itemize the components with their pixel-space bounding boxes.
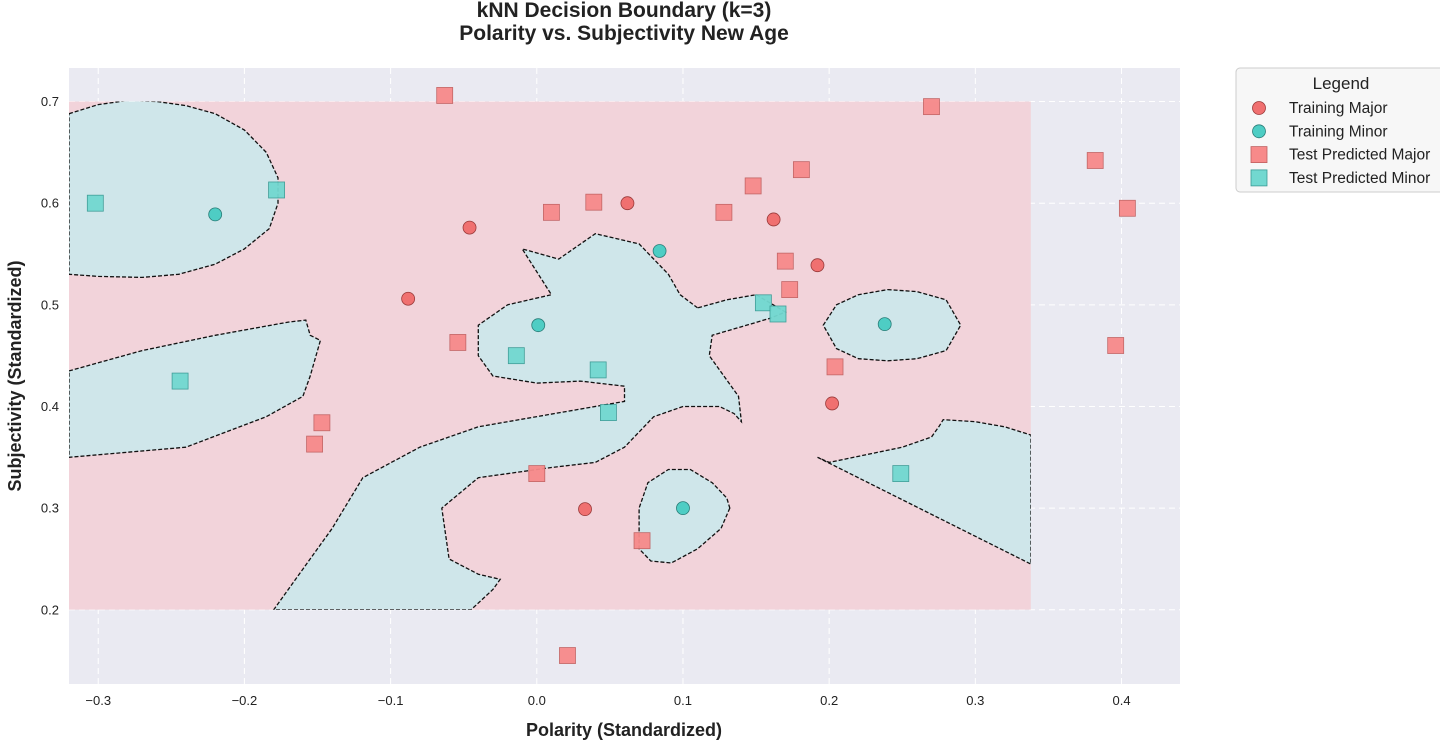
x-tick-label: 0.1 (674, 693, 692, 708)
legend-marker (1252, 124, 1266, 139)
minor-region (823, 289, 961, 361)
x-tick-label: 0.3 (966, 693, 984, 708)
chart-title: kNN Decision Boundary (k=3) (477, 0, 772, 22)
y-tick-label: 0.2 (41, 602, 59, 617)
test-point (1107, 337, 1125, 354)
plot-area (69, 68, 1180, 684)
legend-label: Test Predicted Minor (1289, 170, 1430, 187)
test-point (600, 404, 617, 421)
y-tick-label: 0.4 (41, 399, 59, 414)
decision-boundary-line (638, 468, 731, 564)
training-point (620, 196, 635, 211)
legend-title: Legend (1313, 74, 1370, 93)
minor-region (639, 469, 730, 563)
data-points (86, 87, 1136, 664)
test-point (754, 294, 772, 312)
y-tick-label: 0.7 (41, 94, 59, 109)
test-point (589, 361, 607, 379)
test-point (313, 414, 331, 432)
test-point (543, 203, 560, 221)
training-point (676, 501, 690, 516)
training-point (208, 207, 223, 222)
test-point (528, 465, 546, 482)
y-axis-label: Subjectivity (Standardized) (5, 260, 25, 491)
decision-boundary-line (817, 419, 1031, 565)
training-point (810, 258, 825, 273)
x-tick-label: 0.4 (1112, 693, 1130, 708)
minor-region (817, 419, 1031, 565)
test-point (436, 87, 454, 104)
legend-marker (1252, 101, 1266, 115)
test-point (769, 305, 787, 323)
x-tick-label: 0.2 (820, 693, 838, 708)
legend-marker (1250, 146, 1268, 164)
decision-boundary-line (272, 233, 787, 610)
x-axis-label: Polarity (Standardized) (526, 720, 722, 740)
training-point (766, 212, 781, 227)
legend-label: Training Minor (1289, 123, 1388, 140)
test-point (507, 347, 525, 365)
legend-marker (1250, 169, 1268, 187)
legend-label: Test Predicted Major (1289, 147, 1430, 164)
y-axis-ticks: 0.2 0.3 0.4 0.5 0.6 0.7 (41, 94, 59, 617)
legend: Legend Training Major Training Minor Test … (1235, 67, 1440, 193)
training-point (578, 502, 592, 517)
y-tick-label: 0.5 (41, 297, 59, 312)
test-point (585, 193, 603, 211)
test-point (449, 334, 467, 351)
test-point (306, 435, 323, 453)
test-point (715, 203, 733, 221)
minor-region (69, 320, 321, 458)
test-point (923, 98, 940, 116)
test-point (171, 372, 189, 390)
training-point (401, 291, 416, 306)
x-tick-label: 0.0 (528, 693, 546, 708)
x-tick-label: −0.2 (232, 693, 258, 708)
legend-entries: Training Major Training Minor Test Predict… (1250, 100, 1430, 187)
test-point (1086, 152, 1104, 169)
training-point (652, 244, 667, 258)
test-point (892, 465, 910, 482)
minor-region (69, 101, 278, 278)
test-point (633, 532, 651, 550)
decision-boundary-line (69, 319, 322, 458)
training-point (825, 396, 839, 411)
x-tick-label: −0.3 (85, 693, 111, 708)
legend-box (1235, 67, 1440, 193)
test-point (268, 181, 285, 199)
decision-boundary-line (822, 288, 962, 362)
training-point (462, 220, 477, 235)
legend-label: Training Major (1289, 100, 1388, 117)
minor-region (273, 233, 786, 610)
test-point (559, 647, 576, 664)
training-point (877, 317, 892, 332)
test-point (1118, 199, 1136, 217)
decision-regions (69, 101, 1031, 610)
test-point (826, 358, 844, 376)
test-point (792, 161, 810, 179)
y-tick-label: 0.6 (41, 196, 59, 211)
chart-subtitle: Polarity vs. Subjectivity New Age (459, 22, 789, 45)
x-axis-ticks: −0.3 −0.2 −0.1 0.0 0.1 0.2 0.3 0.4 (85, 693, 1130, 708)
y-tick-label: 0.3 (41, 501, 59, 516)
test-point (781, 281, 799, 298)
test-point (86, 194, 104, 212)
x-tick-label: −0.1 (378, 693, 404, 708)
test-point (744, 177, 762, 195)
test-point (776, 252, 794, 270)
training-point (531, 318, 546, 333)
